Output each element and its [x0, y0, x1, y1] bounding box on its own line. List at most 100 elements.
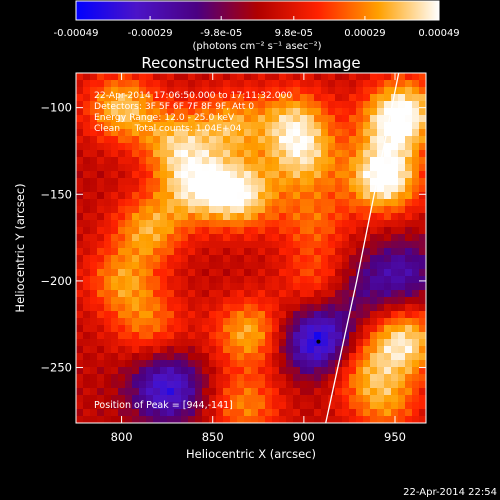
heatmap-cell	[342, 276, 350, 284]
heatmap-cell	[258, 416, 266, 423]
heatmap-cell	[202, 227, 210, 235]
heatmap-cell	[335, 409, 343, 417]
heatmap-cell	[328, 332, 336, 340]
heatmap-cell	[223, 164, 231, 172]
heatmap-cell	[195, 395, 203, 403]
heatmap-cell	[377, 185, 385, 193]
heatmap-cell	[286, 339, 294, 347]
heatmap-cell	[181, 206, 189, 214]
heatmap-cell	[146, 409, 154, 417]
heatmap-cell	[251, 374, 259, 382]
heatmap-cell	[349, 206, 357, 214]
heatmap-cell	[342, 136, 350, 144]
heatmap-cell	[139, 276, 147, 284]
heatmap-cell	[90, 416, 98, 423]
heatmap-cell	[307, 346, 315, 354]
heatmap-cell	[349, 276, 357, 284]
heatmap-cell	[174, 290, 182, 298]
heatmap-cell	[230, 353, 238, 361]
heatmap-cell	[349, 318, 357, 326]
heatmap-cell	[279, 87, 287, 95]
heatmap-cell	[286, 150, 294, 158]
heatmap-cell	[286, 304, 294, 312]
heatmap-cell	[370, 213, 378, 221]
heatmap-cell	[405, 255, 413, 263]
heatmap-cell	[258, 248, 266, 256]
heatmap-cell	[384, 395, 392, 403]
heatmap-cell	[370, 346, 378, 354]
heatmap-cell	[76, 332, 84, 340]
heatmap-cell	[188, 157, 196, 165]
heatmap-cell	[153, 227, 161, 235]
heatmap-cell	[349, 185, 357, 193]
heatmap-cell	[125, 213, 133, 221]
heatmap-cell	[181, 360, 189, 368]
heatmap-cell	[363, 255, 371, 263]
heatmap-cell	[412, 311, 420, 319]
heatmap-cell	[405, 283, 413, 291]
heatmap-cell	[111, 367, 119, 375]
heatmap-cell	[209, 311, 217, 319]
heatmap-cell	[237, 234, 245, 242]
heatmap-cell	[342, 339, 350, 347]
heatmap-cell	[321, 388, 329, 396]
heatmap-cell	[111, 311, 119, 319]
heatmap-cell	[90, 332, 98, 340]
heatmap-cell	[412, 339, 420, 347]
heatmap-cell	[237, 311, 245, 319]
heatmap-cell	[300, 101, 308, 109]
heatmap-cell	[223, 185, 231, 193]
heatmap-cell	[349, 339, 357, 347]
heatmap-cell	[230, 178, 238, 186]
heatmap-cell	[153, 248, 161, 256]
heatmap-cell	[188, 199, 196, 207]
heatmap-cell	[209, 276, 217, 284]
heatmap-cell	[244, 255, 252, 263]
heatmap-cell	[279, 304, 287, 312]
heatmap-cell	[363, 192, 371, 200]
heatmap-cell	[307, 290, 315, 298]
heatmap-cell	[419, 262, 426, 270]
heatmap-cell	[132, 353, 140, 361]
heatmap-cell	[398, 220, 406, 228]
heatmap-cell	[272, 185, 280, 193]
heatmap-cell	[342, 318, 350, 326]
heatmap-cell	[405, 108, 413, 116]
heatmap-cell	[230, 374, 238, 382]
heatmap-cell	[384, 150, 392, 158]
heatmap-cell	[328, 374, 336, 382]
heatmap-cell	[363, 311, 371, 319]
heatmap-cell	[300, 269, 308, 277]
heatmap-cell	[258, 346, 266, 354]
heatmap-cell	[412, 269, 420, 277]
heatmap-cell	[216, 213, 224, 221]
heatmap-cell	[286, 367, 294, 375]
heatmap-cell	[146, 402, 154, 410]
heatmap-cell	[356, 199, 364, 207]
heatmap-cell	[349, 381, 357, 389]
heatmap-cell	[223, 416, 231, 423]
heatmap-cell	[111, 416, 119, 423]
heatmap-cell	[188, 269, 196, 277]
heatmap-cell	[370, 402, 378, 410]
heatmap-cell	[307, 150, 315, 158]
heatmap-cell	[230, 255, 238, 263]
heatmap-cell	[202, 80, 210, 88]
heatmap-cell	[216, 304, 224, 312]
heatmap-cell	[146, 192, 154, 200]
heatmap-cell	[349, 136, 357, 144]
heatmap-cell	[391, 346, 399, 354]
heatmap-cell	[286, 416, 294, 423]
heatmap-cell	[139, 269, 147, 277]
heatmap-cell	[335, 157, 343, 165]
heatmap-cell	[195, 346, 203, 354]
heatmap-cell	[104, 346, 112, 354]
heatmap-cell	[251, 87, 259, 95]
heatmap-cell	[314, 416, 322, 423]
heatmap-cell	[188, 213, 196, 221]
heatmap-cell	[76, 115, 84, 123]
heatmap-cell	[230, 388, 238, 396]
heatmap-cell	[405, 262, 413, 270]
heatmap-cell	[76, 136, 84, 144]
heatmap-cell	[307, 297, 315, 305]
